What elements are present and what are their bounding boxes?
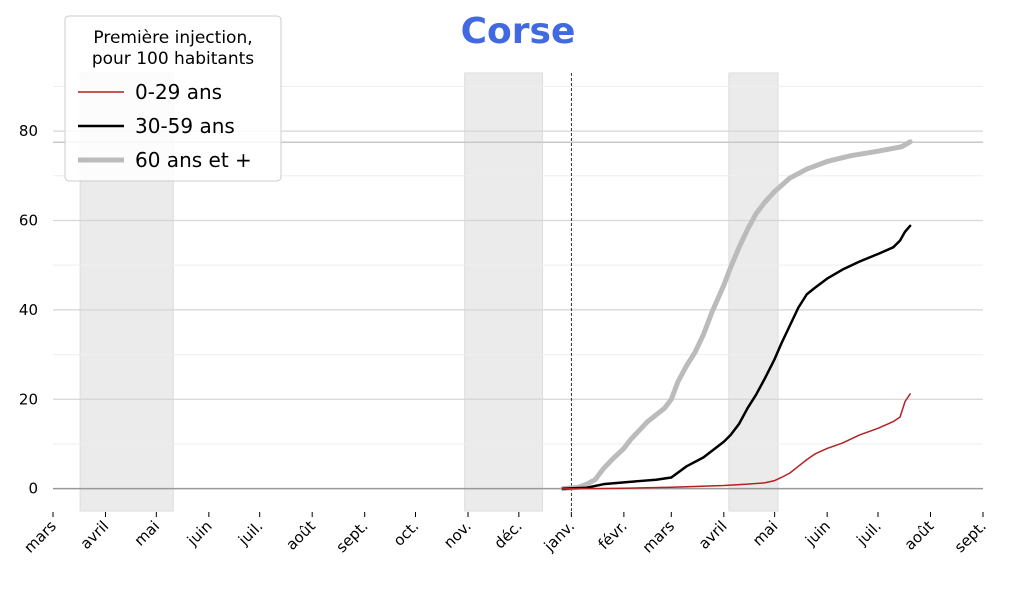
x-tick-label: juin xyxy=(183,517,216,550)
x-tick-label: juin xyxy=(801,517,834,550)
x-tick-label: avril xyxy=(77,517,113,553)
legend-title: pour 100 habitants xyxy=(92,49,254,69)
x-tick-label: mars xyxy=(20,517,60,557)
legend-label-0: 0-29 ans xyxy=(135,80,222,104)
y-tick-label: 0 xyxy=(28,480,38,498)
x-tick-label: déc. xyxy=(490,517,525,552)
chart-title: Corse xyxy=(461,11,576,52)
x-tick-label: sept. xyxy=(951,517,990,556)
x-tick-label: janv. xyxy=(540,517,578,555)
x-tick-label: oct. xyxy=(390,517,423,550)
x-tick-label: sept. xyxy=(332,517,371,556)
x-tick-label: août xyxy=(282,517,319,554)
legend-title: Première injection, xyxy=(93,28,252,48)
x-tick-label: août xyxy=(901,517,938,554)
legend-label-2: 60 ans et + xyxy=(135,148,252,172)
y-axis: 0 20 40 60 80 xyxy=(19,122,38,498)
legend: Première injection,pour 100 habitants 0-2… xyxy=(64,15,282,182)
x-tick-label: nov. xyxy=(440,517,475,552)
x-tick-label: juil. xyxy=(234,517,266,549)
x-tick-label: avril xyxy=(695,517,731,553)
y-tick-label: 60 xyxy=(19,211,38,229)
y-tick-label: 20 xyxy=(19,390,38,408)
x-tick-label: mai xyxy=(749,517,782,550)
legend-box xyxy=(64,15,282,182)
y-tick-label: 40 xyxy=(19,301,38,319)
x-tick-label: juil. xyxy=(852,517,884,549)
series-line-0 xyxy=(562,393,911,490)
x-tick-label: mai xyxy=(131,517,164,550)
series-lines xyxy=(560,139,913,492)
x-axis: mars avril mai juin juil. août sept. oct. nov. dé… xyxy=(20,512,990,557)
shaded-period-2 xyxy=(728,72,779,512)
series-line-2 xyxy=(560,139,913,492)
x-tick-label: févr. xyxy=(595,517,631,553)
x-tick-label: mars xyxy=(639,517,679,557)
series-line-1 xyxy=(561,224,912,490)
y-tick-label: 80 xyxy=(19,122,38,140)
legend-label-1: 30-59 ans xyxy=(135,114,235,138)
shaded-period-1 xyxy=(464,72,544,512)
